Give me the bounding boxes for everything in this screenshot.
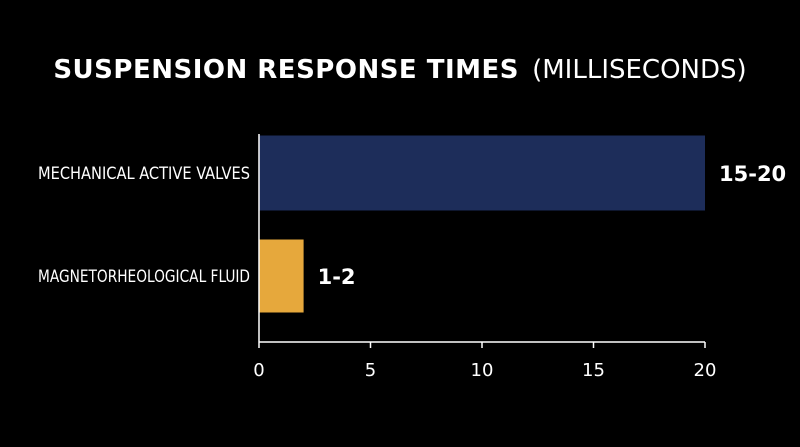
category-label-1: MECHANICAL ACTIVE VALVES (38, 164, 250, 184)
x-tick-label-5: 5 (365, 360, 376, 381)
x-tick-label-0: 0 (253, 360, 264, 381)
chart-title-units: (MILLISECONDS) (532, 55, 747, 85)
bar-2 (259, 239, 304, 313)
x-tick-label-10: 10 (471, 360, 494, 381)
bar-1 (259, 135, 705, 211)
bars-group: MECHANICAL ACTIVE VALVES 15-20 MAGNETORHEO… (38, 135, 786, 313)
data-label-2: 1-2 (318, 265, 356, 289)
axes-group: 0 5 10 15 20 (253, 134, 716, 381)
category-label-2: MAGNETORHEOLOGICAL FLUID (38, 267, 250, 287)
x-tick-label-20: 20 (694, 360, 717, 381)
data-label-1: 15-20 (719, 162, 786, 186)
chart-title-main: SUSPENSION RESPONSE TIMES (53, 55, 519, 85)
x-tick-label-15: 15 (582, 360, 605, 381)
chart-title: SUSPENSION RESPONSE TIMES (MILLISECONDS) (53, 55, 746, 85)
